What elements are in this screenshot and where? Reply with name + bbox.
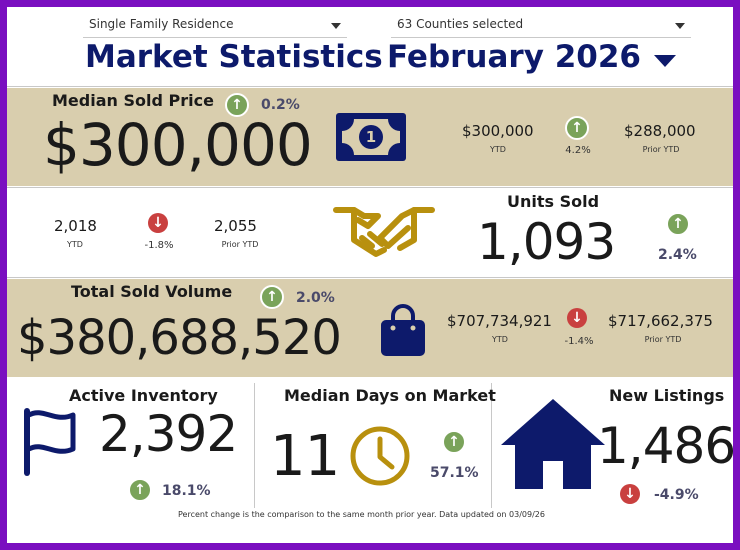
- divider: [7, 86, 733, 87]
- median-ytd-value: $300,000: [462, 122, 534, 140]
- volume-ytd-change: -1.4%: [564, 336, 594, 347]
- chevron-down-icon: [331, 23, 341, 29]
- period-dropdown-icon[interactable]: [654, 55, 676, 67]
- volume-prior-value: $717,662,375: [608, 312, 713, 330]
- counties-value: 63 Counties selected: [397, 17, 524, 31]
- up-arrow-icon: ↑: [666, 212, 690, 236]
- new-listings-label: New Listings: [609, 386, 725, 405]
- total-sold-volume-panel: [7, 279, 733, 377]
- chevron-down-icon: [675, 23, 685, 29]
- divider: [7, 277, 733, 278]
- total-sold-volume-label: Total Sold Volume: [71, 282, 233, 301]
- median-sold-price-value: $300,000: [43, 111, 313, 179]
- up-arrow-icon: ↑: [565, 116, 589, 140]
- median-ytd-change: 4.2%: [565, 145, 591, 156]
- units-sold-change: 2.4%: [658, 247, 697, 263]
- units-prior-label: Prior YTD: [221, 240, 259, 249]
- down-arrow-icon: ↓: [148, 213, 168, 233]
- new-listings-value: 1,486: [597, 417, 736, 475]
- units-ytd-value: 2,018: [54, 217, 97, 235]
- total-sold-volume-value: $380,688,520: [17, 310, 342, 366]
- period-selector[interactable]: February 2026: [387, 39, 641, 75]
- property-type-dropdown[interactable]: Single Family Residence: [83, 13, 347, 38]
- median-sold-price-label: Median Sold Price: [52, 91, 214, 110]
- svg-text:1: 1: [366, 128, 376, 146]
- down-arrow-icon: ↓: [620, 484, 640, 504]
- up-arrow-icon: ↑: [225, 93, 249, 117]
- handshake-icon: [333, 207, 435, 257]
- shopping-bag-icon: [381, 304, 425, 356]
- volume-ytd-label: YTD: [492, 335, 508, 344]
- units-ytd-label: YTD: [67, 240, 83, 249]
- flag-icon: [24, 408, 76, 476]
- clock-icon: [350, 426, 410, 486]
- units-prior-value: 2,055: [214, 217, 257, 235]
- divider: [254, 383, 255, 508]
- divider: [7, 187, 733, 188]
- units-sold-label: Units Sold: [507, 192, 600, 211]
- up-arrow-icon: ↑: [128, 478, 152, 502]
- divider: [491, 383, 492, 508]
- page-title: Market Statistics: [85, 39, 383, 75]
- property-type-value: Single Family Residence: [89, 17, 234, 31]
- active-inventory-label: Active Inventory: [69, 386, 218, 405]
- median-days-label: Median Days on Market: [284, 386, 496, 405]
- footer-note: Percent change is the comparison to the …: [178, 510, 545, 519]
- up-arrow-icon: ↑: [442, 430, 466, 454]
- median-days-change: 57.1%: [430, 465, 479, 481]
- new-listings-change: -4.9%: [654, 487, 699, 503]
- median-days-value: 11: [270, 424, 340, 489]
- up-arrow-icon: ↑: [260, 285, 284, 309]
- volume-ytd-value: $707,734,921: [447, 312, 552, 330]
- house-icon: [501, 399, 605, 489]
- median-sold-price-change: 0.2%: [261, 97, 300, 113]
- counties-dropdown[interactable]: 63 Counties selected: [391, 13, 691, 38]
- active-inventory-change: 18.1%: [162, 483, 211, 499]
- units-ytd-change: -1.8%: [144, 240, 174, 251]
- units-sold-value: 1,093: [477, 213, 616, 271]
- median-ytd-label: YTD: [490, 145, 506, 154]
- median-prior-label: Prior YTD: [642, 145, 680, 154]
- median-prior-value: $288,000: [624, 122, 696, 140]
- active-inventory-value: 2,392: [99, 405, 238, 463]
- total-sold-volume-change: 2.0%: [296, 290, 335, 306]
- down-arrow-icon: ↓: [567, 308, 587, 328]
- money-bill-icon: 1: [336, 113, 406, 161]
- volume-prior-label: Prior YTD: [644, 335, 682, 344]
